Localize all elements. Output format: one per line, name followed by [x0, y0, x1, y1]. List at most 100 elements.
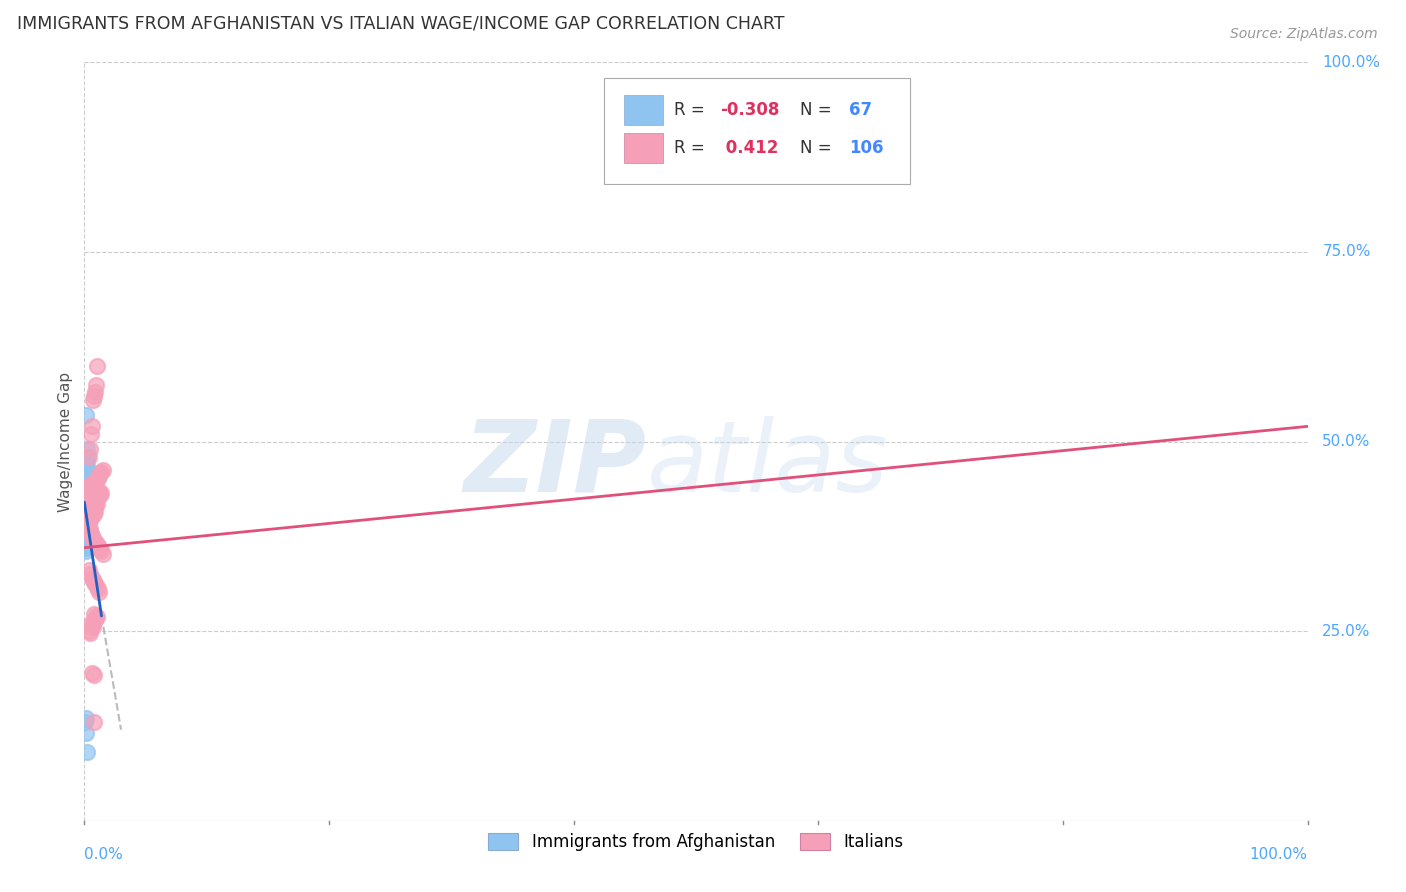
- Point: [75, 523, 97, 537]
- Point: [82, 665, 104, 680]
- Point: [73, 508, 96, 522]
- Point: [83, 482, 105, 496]
- Text: 100.0%: 100.0%: [1322, 55, 1381, 70]
- Point: [87, 468, 110, 483]
- Text: ZIP: ZIP: [464, 416, 647, 513]
- Point: [83, 533, 105, 548]
- Legend: Immigrants from Afghanistan, Italians: Immigrants from Afghanistan, Italians: [482, 826, 910, 858]
- Point: [76, 499, 98, 513]
- Point: [87, 483, 110, 498]
- Point: [82, 503, 104, 517]
- Point: [82, 532, 104, 546]
- Point: [87, 584, 110, 599]
- Point: [75, 516, 97, 531]
- Text: 25.0%: 25.0%: [1322, 624, 1371, 639]
- Point: [75, 529, 97, 543]
- Point: [79, 522, 101, 536]
- Text: IMMIGRANTS FROM AFGHANISTAN VS ITALIAN WAGE/INCOME GAP CORRELATION CHART: IMMIGRANTS FROM AFGHANISTAN VS ITALIAN W…: [17, 14, 785, 32]
- Point: [73, 517, 96, 532]
- Point: [87, 489, 110, 503]
- Point: [77, 564, 100, 578]
- Point: [75, 498, 97, 512]
- Point: [76, 450, 98, 464]
- Point: [75, 468, 97, 483]
- Point: [75, 508, 97, 522]
- Text: 75.0%: 75.0%: [1322, 244, 1371, 260]
- Point: [86, 580, 108, 594]
- Point: [75, 501, 97, 516]
- Point: [77, 489, 100, 503]
- Text: Source: ZipAtlas.com: Source: ZipAtlas.com: [1230, 27, 1378, 41]
- Point: [89, 542, 111, 557]
- Point: [82, 493, 104, 508]
- Point: [82, 392, 104, 407]
- Point: [82, 476, 104, 491]
- Text: R =: R =: [673, 101, 710, 120]
- Point: [83, 491, 105, 506]
- Text: R =: R =: [673, 139, 710, 157]
- Point: [77, 508, 100, 523]
- Point: [75, 471, 97, 485]
- Point: [75, 541, 97, 555]
- Point: [77, 507, 100, 521]
- Point: [77, 486, 100, 500]
- Point: [76, 504, 98, 518]
- Text: 50.0%: 50.0%: [1322, 434, 1371, 449]
- Point: [84, 476, 107, 491]
- Point: [73, 507, 96, 521]
- Point: [84, 577, 107, 591]
- Point: [83, 478, 105, 492]
- Point: [75, 532, 97, 546]
- Point: [75, 528, 97, 542]
- Text: atlas: atlas: [647, 416, 889, 513]
- Point: [87, 471, 110, 485]
- Point: [80, 618, 103, 632]
- Point: [75, 458, 97, 472]
- Point: [75, 726, 97, 740]
- Point: [75, 483, 97, 498]
- Point: [73, 513, 96, 527]
- Point: [80, 571, 103, 585]
- Point: [87, 582, 110, 597]
- Point: [86, 537, 108, 551]
- Point: [83, 668, 105, 682]
- Point: [84, 474, 107, 488]
- Point: [79, 497, 101, 511]
- Point: [82, 478, 104, 492]
- Point: [86, 491, 108, 506]
- Point: [76, 474, 98, 488]
- Point: [75, 486, 97, 500]
- FancyBboxPatch shape: [605, 78, 910, 184]
- Point: [73, 510, 96, 524]
- Point: [75, 480, 97, 494]
- Point: [80, 510, 103, 524]
- Point: [77, 624, 100, 639]
- Point: [80, 501, 103, 516]
- Point: [73, 514, 96, 528]
- Point: [75, 468, 97, 483]
- Point: [84, 608, 107, 623]
- Point: [73, 510, 96, 524]
- Point: [75, 489, 97, 503]
- Point: [75, 715, 97, 730]
- Point: [75, 473, 97, 487]
- Text: -0.308: -0.308: [720, 101, 780, 120]
- Point: [73, 522, 96, 536]
- Point: [76, 487, 98, 501]
- Point: [79, 486, 101, 500]
- Point: [83, 574, 105, 589]
- Point: [75, 711, 97, 725]
- Point: [73, 499, 96, 513]
- Point: [76, 486, 98, 500]
- Point: [80, 478, 103, 492]
- Point: [83, 715, 105, 730]
- Point: [75, 491, 97, 506]
- Point: [90, 544, 112, 558]
- Point: [76, 483, 98, 498]
- Point: [83, 607, 105, 622]
- Point: [73, 499, 96, 513]
- Point: [79, 512, 101, 526]
- Point: [73, 483, 96, 498]
- Point: [79, 483, 101, 498]
- Text: 100.0%: 100.0%: [1250, 847, 1308, 863]
